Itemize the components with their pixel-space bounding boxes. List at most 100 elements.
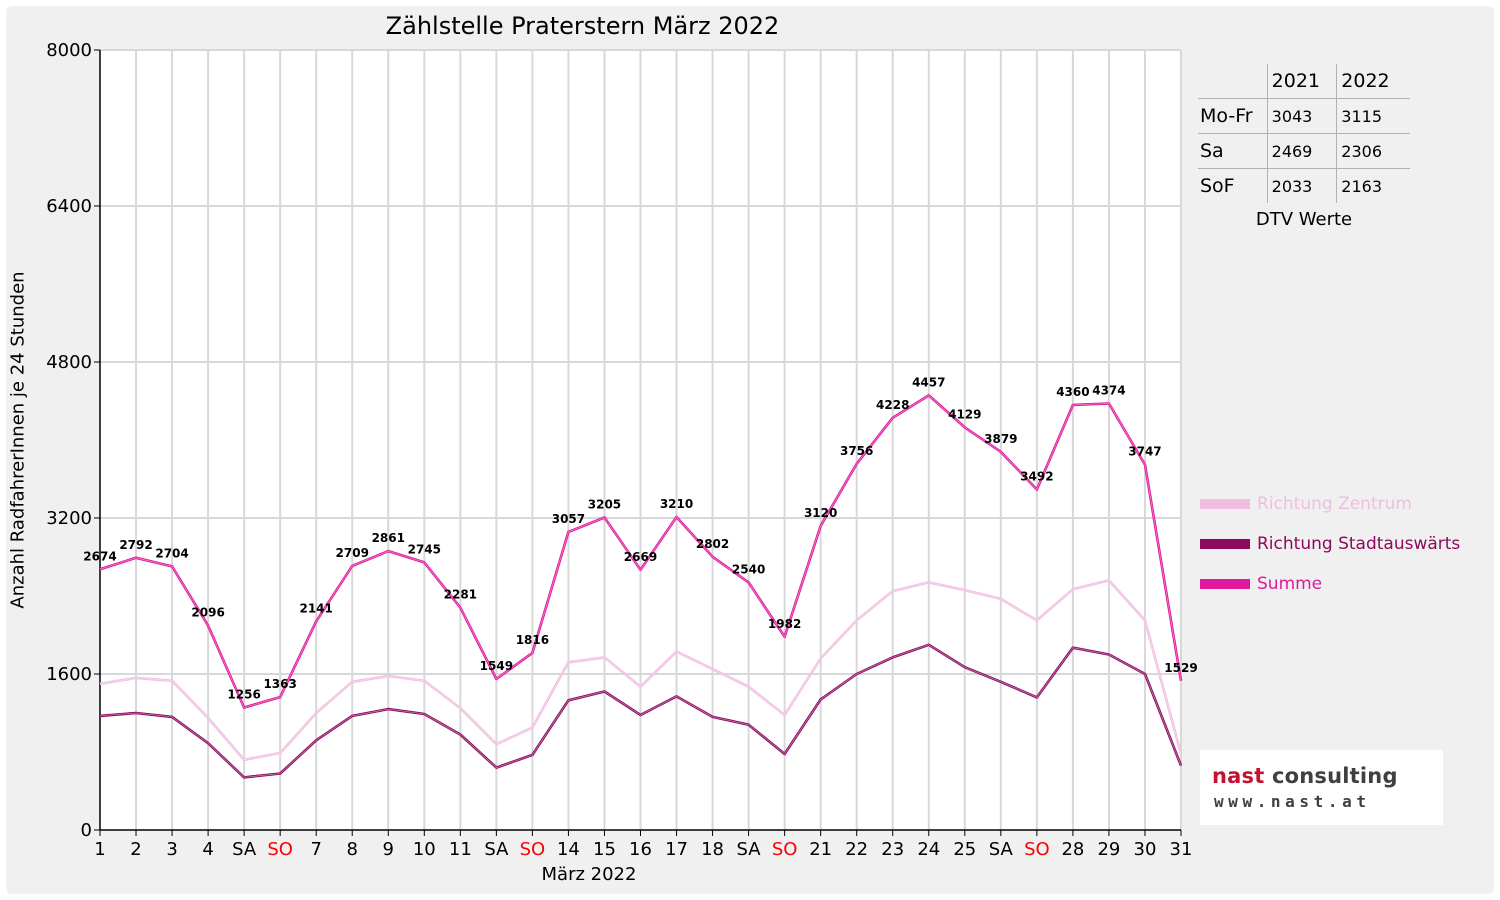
data-label: 2674 bbox=[83, 549, 116, 563]
series-line-highlight bbox=[99, 394, 1182, 708]
logo-name-part2: consulting bbox=[1271, 764, 1398, 788]
x-tick-label: 10 bbox=[413, 839, 436, 860]
data-label: 2669 bbox=[624, 550, 657, 564]
legend-item-stadtauswaerts: Richtung Stadtauswärts bbox=[1200, 533, 1460, 555]
data-label: 2861 bbox=[372, 531, 405, 545]
series-lines bbox=[99, 394, 1183, 779]
dtv-value-2022: 3115 bbox=[1336, 98, 1410, 134]
x-tick-label: 25 bbox=[953, 839, 976, 860]
data-label: 2096 bbox=[191, 606, 224, 620]
x-tick-label: SO bbox=[267, 839, 293, 860]
data-label: 3492 bbox=[1020, 470, 1053, 484]
data-label: 1982 bbox=[768, 617, 801, 631]
logo-wordmark: nast consulting bbox=[1212, 764, 1398, 788]
data-label: 3210 bbox=[660, 497, 693, 511]
y-tick-labels: 0 1600 3200 4800 6400 8000 bbox=[46, 40, 92, 841]
dtv-row-label: Sa bbox=[1198, 133, 1268, 169]
data-label: 2141 bbox=[299, 601, 332, 615]
series-line bbox=[99, 394, 1183, 709]
dtv-value-2022: 2163 bbox=[1336, 168, 1410, 203]
dtv-caption: DTV Werte bbox=[1255, 209, 1353, 230]
chart-title: Zählstelle Praterstern März 2022 bbox=[385, 12, 780, 40]
company-logo: nast consulting www.nast.at bbox=[1200, 750, 1443, 825]
x-tick-label: 11 bbox=[449, 839, 472, 860]
dtv-row: SoF 2033 2163 bbox=[1198, 168, 1410, 203]
legend-label: Richtung Stadtauswärts bbox=[1257, 534, 1461, 554]
x-tick-label: 9 bbox=[383, 839, 394, 860]
legend-item-zentrum: Richtung Zentrum bbox=[1200, 493, 1412, 515]
data-label: 3057 bbox=[552, 512, 585, 526]
data-label: 2281 bbox=[444, 588, 477, 602]
data-label: 1363 bbox=[263, 677, 296, 691]
x-tick-label: 18 bbox=[701, 839, 724, 860]
legend-swatch bbox=[1200, 539, 1250, 549]
data-label: 1816 bbox=[516, 633, 549, 647]
legend-swatch bbox=[1200, 579, 1250, 589]
x-tick-label: 22 bbox=[845, 839, 868, 860]
data-label: 3205 bbox=[588, 498, 621, 512]
y-tick-label: 4800 bbox=[46, 352, 92, 373]
dtv-value-2021: 2033 bbox=[1266, 168, 1337, 203]
data-label: 3756 bbox=[840, 444, 873, 458]
x-tick-label: SA bbox=[484, 839, 509, 860]
dtv-row: Mo-Fr 3043 3115 bbox=[1198, 98, 1410, 134]
data-label: 4129 bbox=[948, 407, 981, 421]
x-tick-label: 1 bbox=[94, 839, 105, 860]
x-tick-label: 15 bbox=[593, 839, 616, 860]
y-tick-label: 8000 bbox=[46, 40, 92, 61]
dtv-header-corner bbox=[1198, 64, 1267, 99]
x-tick-label: 4 bbox=[202, 839, 213, 860]
dtv-row: Sa 2469 2306 bbox=[1198, 133, 1410, 169]
y-tick-label: 0 bbox=[81, 820, 92, 841]
x-tick-label: SO bbox=[1024, 839, 1050, 860]
data-label: 2709 bbox=[336, 546, 369, 560]
x-tick-label: 17 bbox=[665, 839, 688, 860]
x-tick-label: 8 bbox=[347, 839, 358, 860]
x-tick-label: SA bbox=[232, 839, 257, 860]
axes bbox=[94, 49, 1182, 836]
x-tick-label: 16 bbox=[629, 839, 652, 860]
data-label: 1256 bbox=[227, 688, 260, 702]
data-label: 3120 bbox=[804, 506, 837, 520]
x-tick-label: 7 bbox=[310, 839, 321, 860]
dtv-header-2021: 2021 bbox=[1266, 64, 1337, 99]
data-label: 2802 bbox=[696, 537, 729, 551]
dtv-table: 2021 2022 Mo-Fr 3043 3115 Sa 2469 2306 S… bbox=[1198, 64, 1413, 230]
x-axis-label: März 2022 bbox=[541, 864, 637, 885]
data-label: 2792 bbox=[119, 538, 152, 552]
dtv-value-2021: 3043 bbox=[1266, 98, 1337, 134]
data-label: 4360 bbox=[1056, 385, 1089, 399]
y-tick-label: 6400 bbox=[46, 196, 92, 217]
data-label: 4228 bbox=[876, 398, 909, 412]
x-tick-label: SO bbox=[520, 839, 546, 860]
series-line bbox=[99, 643, 1183, 779]
data-label: 4457 bbox=[912, 375, 945, 389]
dtv-value-2021: 2469 bbox=[1266, 133, 1337, 169]
legend-label: Richtung Zentrum bbox=[1257, 494, 1412, 514]
legend-label: Summe bbox=[1257, 574, 1323, 594]
data-label: 3879 bbox=[984, 432, 1017, 446]
x-tick-labels: 1 2 3 4 SA SO 7 8 9 10 11 SA SO 14 15 16 17 18 SA SO 21 22 23 2… bbox=[94, 839, 1192, 860]
series-line-highlight bbox=[99, 580, 1182, 761]
x-tick-label: 30 bbox=[1134, 839, 1157, 860]
series-line-highlight bbox=[99, 644, 1182, 778]
y-tick-label: 3200 bbox=[46, 508, 92, 529]
x-tick-label: 28 bbox=[1061, 839, 1084, 860]
data-label: 2704 bbox=[155, 546, 188, 560]
logo-url: www.nast.at bbox=[1214, 792, 1371, 811]
y-tick-label: 1600 bbox=[46, 664, 92, 685]
legend-item-summe: Summe bbox=[1200, 573, 1322, 595]
x-tick-label: 2 bbox=[130, 839, 141, 860]
data-label: 1549 bbox=[480, 659, 513, 673]
x-tick-label: 3 bbox=[166, 839, 177, 860]
x-tick-label: SA bbox=[989, 839, 1014, 860]
series-line bbox=[99, 579, 1183, 762]
x-tick-label: 29 bbox=[1097, 839, 1120, 860]
dtv-row-label: SoF bbox=[1198, 168, 1268, 203]
grid-lines bbox=[100, 49, 1182, 830]
x-tick-label: SO bbox=[772, 839, 798, 860]
x-tick-label: 21 bbox=[809, 839, 832, 860]
dtv-header-row: 2021 2022 bbox=[1198, 64, 1410, 99]
